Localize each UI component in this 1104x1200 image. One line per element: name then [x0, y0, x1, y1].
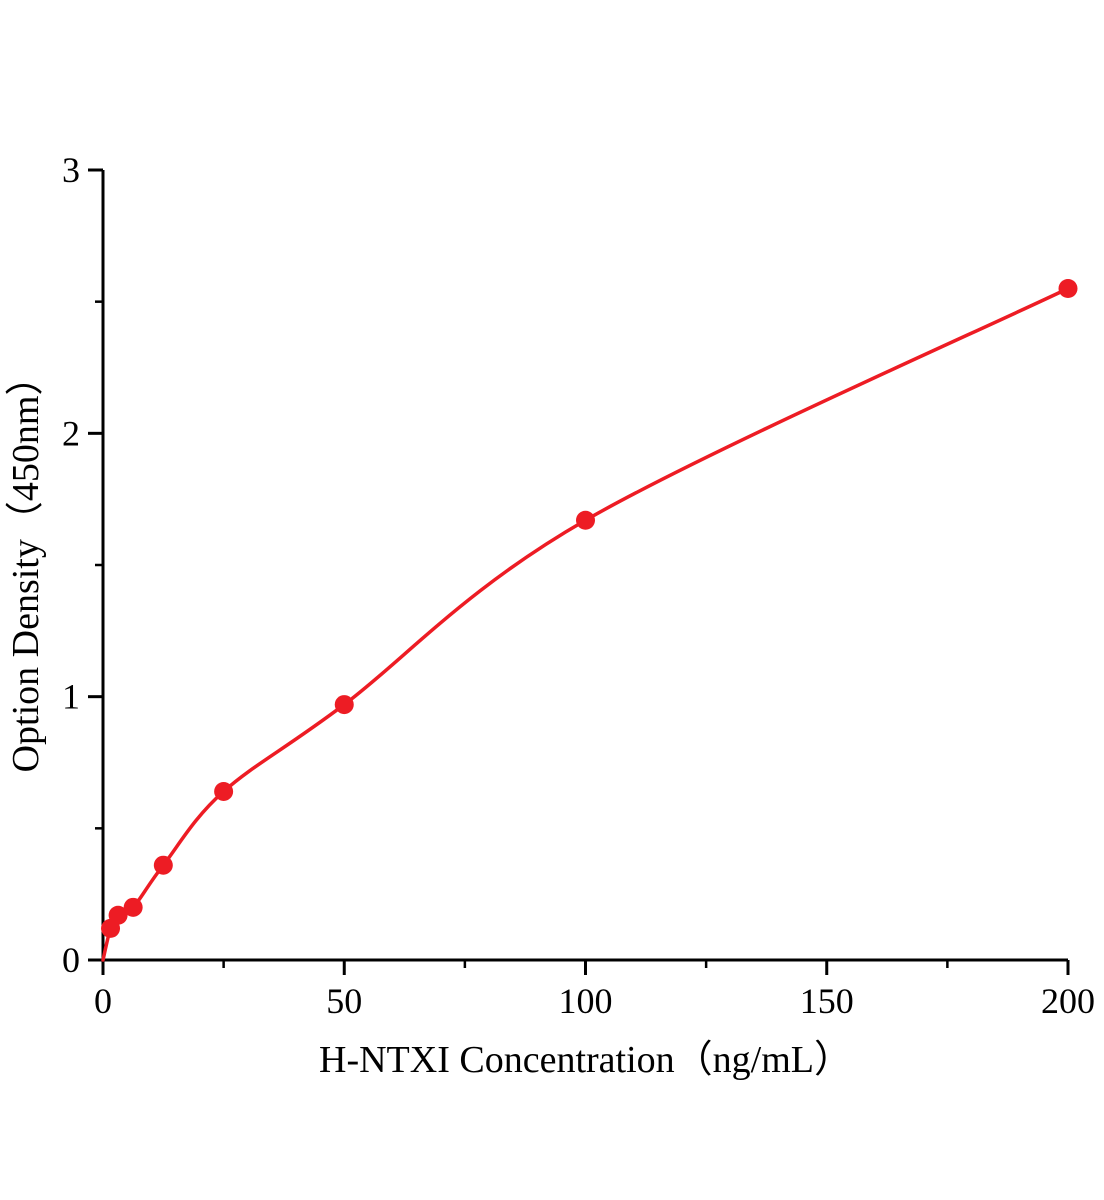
- data-point: [153, 855, 173, 875]
- x-tick-label: 150: [800, 981, 854, 1021]
- tick-labels: 0 50 100 150 200 0 1 2 3: [62, 150, 1095, 1021]
- x-tick-label: 200: [1041, 981, 1095, 1021]
- data-point: [108, 905, 128, 925]
- data-point: [214, 781, 234, 801]
- fit-curve: [101, 286, 1070, 962]
- x-tick-label: 50: [326, 981, 362, 1021]
- y-tick-label: 3: [62, 150, 80, 190]
- data-point: [334, 695, 354, 715]
- data-point: [576, 510, 595, 530]
- y-tick-label: 1: [62, 677, 80, 717]
- x-tick-label: 0: [94, 981, 112, 1021]
- axes: [101, 170, 1068, 962]
- y-axis-label: Option Density（450nm）: [5, 358, 47, 773]
- data-point: [123, 897, 143, 917]
- axis-ticks: [88, 168, 1070, 975]
- x-axis-label: H-NTXI Concentration（ng/mL）: [319, 1039, 852, 1081]
- y-tick-label: 0: [62, 940, 80, 980]
- x-tick-label: 100: [559, 981, 613, 1021]
- fit-curve-group: [101, 286, 1070, 962]
- y-tick-label: 2: [62, 413, 80, 453]
- data-point: [1058, 279, 1078, 298]
- data-points-group: [101, 279, 1078, 938]
